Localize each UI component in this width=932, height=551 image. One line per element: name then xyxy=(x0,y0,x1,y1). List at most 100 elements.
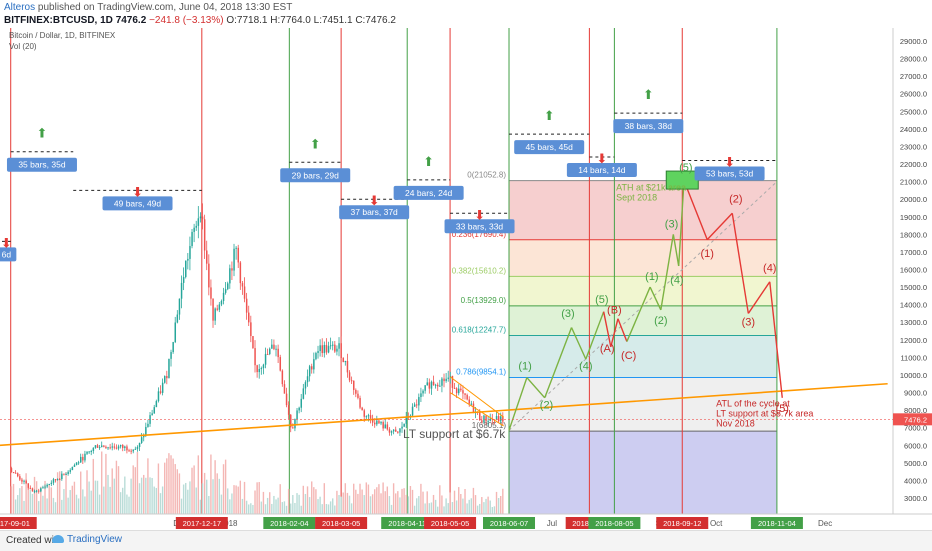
volume-bar xyxy=(382,482,384,514)
author-link[interactable]: Alteros xyxy=(4,2,36,13)
price-tick: 5000.0 xyxy=(904,459,927,468)
volume-bar xyxy=(344,483,347,514)
candle-body xyxy=(338,343,340,349)
volume-bar xyxy=(189,481,191,514)
candle-body xyxy=(348,372,351,381)
candle-body xyxy=(117,446,120,449)
fib-zone-0.382 xyxy=(509,276,777,306)
price-tick: 10000.0 xyxy=(900,371,927,380)
volume-bar xyxy=(502,488,504,514)
volume-bar xyxy=(426,491,428,514)
volume-bar xyxy=(115,460,118,514)
cycle-label: 29 bars, 29d xyxy=(292,170,340,180)
candle-body xyxy=(321,345,324,354)
candle-body xyxy=(468,399,471,404)
candle-body xyxy=(495,416,498,420)
candle-body xyxy=(86,451,88,454)
volume-bar xyxy=(138,483,141,514)
volume-bar xyxy=(302,485,305,514)
price-tick: 25000.0 xyxy=(900,107,927,116)
volume-bar xyxy=(266,497,269,514)
volume-bar xyxy=(31,493,34,514)
publish-date: published on TradingView.com, June 04, 2… xyxy=(37,2,293,13)
price-tick: 22000.0 xyxy=(900,160,927,169)
candle-body xyxy=(136,446,139,449)
volume-bar xyxy=(470,498,473,514)
candle-body xyxy=(428,382,431,389)
candle-body xyxy=(27,483,30,488)
candle-body xyxy=(430,381,433,389)
fib-label-0.236: 0.236(17690.4) xyxy=(452,230,507,239)
volume-bar xyxy=(61,499,63,514)
volume-bar xyxy=(416,498,418,514)
volume-bar xyxy=(227,488,229,514)
candle-body xyxy=(29,487,32,489)
tradingview-logo[interactable]: TradingView xyxy=(52,534,122,545)
tradingview-icon xyxy=(52,535,64,544)
volume-bar xyxy=(277,497,279,514)
fib-zone-0.618 xyxy=(509,335,777,378)
candle-body xyxy=(235,247,237,249)
candle-body xyxy=(365,416,368,418)
volume-bar xyxy=(195,487,197,514)
volume-bar xyxy=(296,493,298,514)
volume-bar xyxy=(84,496,86,514)
price-tick: 7000.0 xyxy=(904,424,927,433)
candle-body xyxy=(48,484,51,486)
last-price: 7476.2 xyxy=(115,15,147,26)
volume-bar xyxy=(254,490,256,514)
fib-zone-0.236 xyxy=(509,239,777,277)
price-chart[interactable]: 0(21052.8) 0.236(17690.4) 0.382(15610.2) 0.… xyxy=(0,28,932,530)
volume-bar xyxy=(281,502,284,514)
volume-bar xyxy=(258,482,260,514)
volume-bar xyxy=(199,499,202,514)
wave-label: (5) xyxy=(595,294,608,306)
fib-label-0.5: 0.5(13929.0) xyxy=(461,296,507,305)
candle-body xyxy=(113,446,116,448)
volume-bar xyxy=(481,497,483,514)
candle-body xyxy=(19,476,21,480)
candle-body xyxy=(283,384,286,394)
candle-body xyxy=(138,442,141,447)
projection-segment xyxy=(508,377,528,431)
candle-body xyxy=(124,446,126,448)
candle-body xyxy=(245,298,248,313)
projection-segment xyxy=(617,318,628,342)
date-badge xyxy=(588,517,641,529)
date-badge-label: 2018-09-12 xyxy=(663,519,701,528)
price-tick: 21000.0 xyxy=(900,178,927,187)
price-tick: 23000.0 xyxy=(900,142,927,151)
up-arrow-icon: ⬆ xyxy=(544,109,555,124)
volume-bar xyxy=(117,466,120,514)
down-arrow-icon: ⬇ xyxy=(132,185,143,200)
tradingview-brand: TradingView xyxy=(67,534,123,545)
candle-body xyxy=(441,378,443,386)
candle-body xyxy=(382,422,384,429)
last-price-badge xyxy=(893,413,932,426)
cycle-label-box xyxy=(514,140,585,155)
candle-body xyxy=(432,381,435,386)
down-arrow-icon: ⬇ xyxy=(596,152,607,167)
volume-bar xyxy=(290,503,292,514)
candle-body xyxy=(269,348,271,355)
candle-body xyxy=(357,393,359,398)
volume-bar xyxy=(323,483,326,514)
candle-body xyxy=(453,387,456,389)
volume-bar xyxy=(243,481,246,514)
candle-body xyxy=(353,380,355,390)
cycle-label-box xyxy=(0,247,17,262)
volume-bar xyxy=(479,503,481,514)
candle-body xyxy=(157,391,160,402)
volume-bar xyxy=(357,493,359,514)
volume-bar xyxy=(149,477,151,514)
volume-bar xyxy=(145,477,147,514)
candle-body xyxy=(413,404,416,407)
volume-bar xyxy=(107,474,109,514)
volume-bar xyxy=(14,499,17,514)
time-tick: Dec xyxy=(818,519,832,528)
candle-body xyxy=(224,289,227,293)
candle-body xyxy=(73,465,76,467)
volume-bar xyxy=(355,489,357,514)
price-tick: 4000.0 xyxy=(904,476,927,485)
wave-label: (4) xyxy=(579,361,592,373)
